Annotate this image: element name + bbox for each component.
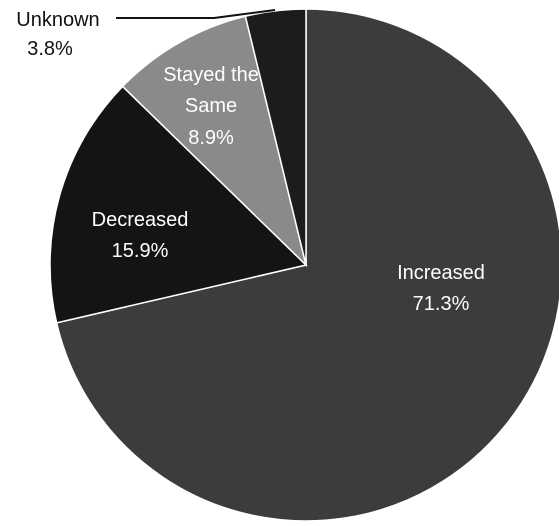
percent-unknown: 3.8%: [27, 38, 73, 60]
label-decreased: Decreased: [92, 209, 189, 231]
pie-slice-unknown: [244, 8, 307, 266]
pie-slice-decreased: [49, 85, 308, 324]
percent-decreased: 15.9%: [112, 240, 169, 262]
label-stayed-the-same-line2: Same: [185, 95, 237, 117]
label-stayed-the-same-line1: Stayed the: [163, 64, 259, 86]
percent-increased: 71.3%: [413, 293, 470, 315]
label-unknown: Unknown: [16, 9, 99, 31]
unknown-leader-line: [116, 9, 276, 19]
label-increased: Increased: [397, 262, 485, 284]
pie-slice-increased: [55, 8, 559, 522]
pie-slices: [49, 8, 559, 522]
slice-labels: Increased 71.3% Decreased 15.9% Stayed t…: [16, 9, 485, 315]
percent-stayed-the-same: 8.9%: [188, 127, 234, 149]
